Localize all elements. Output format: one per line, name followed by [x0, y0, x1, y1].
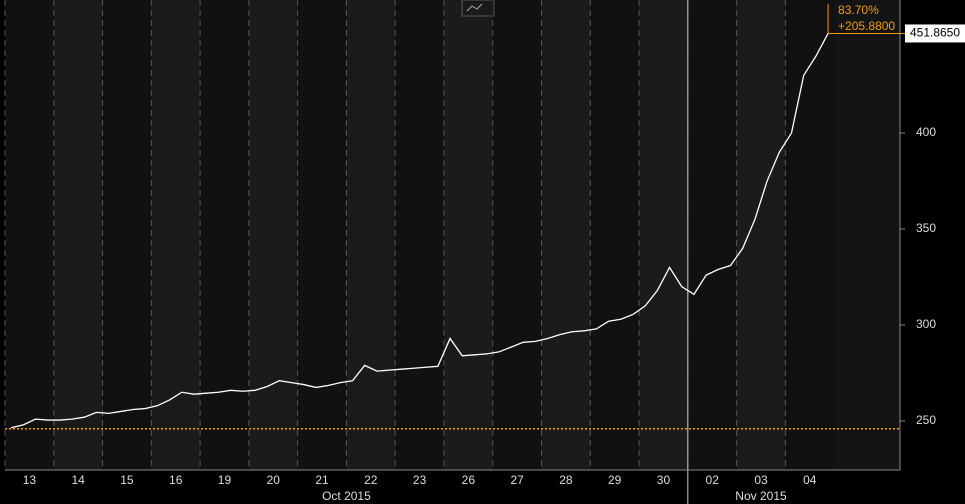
- y-tick-label: 300: [916, 317, 936, 331]
- day-band: [395, 0, 444, 470]
- y-tick-label: 250: [916, 413, 936, 427]
- day-band: [492, 0, 542, 470]
- x-tick-label: 03: [754, 473, 768, 487]
- x-tick-label: 14: [71, 473, 85, 487]
- price-line: [10, 33, 829, 429]
- day-band: [541, 0, 591, 470]
- y-tick-label: 350: [916, 221, 936, 235]
- x-tick-label: 30: [657, 473, 671, 487]
- day-band: [248, 0, 298, 470]
- x-tick-label: 20: [267, 473, 281, 487]
- day-band: [785, 0, 835, 470]
- change-annotation: 83.70%: [838, 3, 879, 17]
- chart-type-icon: [466, 3, 483, 12]
- x-tick-label: 16: [169, 473, 183, 487]
- change-annotation: +205.8800: [838, 19, 895, 33]
- day-band: [687, 0, 737, 470]
- day-band: [5, 0, 54, 470]
- x-tick-label: 21: [315, 473, 329, 487]
- x-tick-label: 27: [510, 473, 524, 487]
- x-tick-label: 23: [413, 473, 427, 487]
- day-band: [151, 0, 201, 470]
- day-band: [200, 0, 249, 470]
- x-tick-label: 04: [803, 473, 817, 487]
- last-value-box: [905, 24, 965, 43]
- month-label: Nov 2015: [735, 489, 787, 503]
- x-tick-label: 28: [559, 473, 573, 487]
- day-band: [297, 0, 347, 470]
- day-band: [736, 0, 786, 470]
- x-tick-label: 29: [608, 473, 622, 487]
- day-band: [443, 0, 493, 470]
- x-tick-label: 13: [23, 473, 37, 487]
- x-tick-label: 26: [462, 473, 476, 487]
- day-band: [639, 0, 688, 470]
- day-band: [590, 0, 640, 470]
- y-tick-label: 400: [916, 125, 936, 139]
- day-band: [102, 0, 152, 470]
- x-tick-label: 22: [364, 473, 378, 487]
- day-band: [53, 0, 103, 470]
- x-tick-label: 15: [120, 473, 134, 487]
- last-value-label: 451.8650: [910, 26, 960, 40]
- day-band: [346, 0, 396, 470]
- x-tick-label: 02: [706, 473, 720, 487]
- x-tick-label: 19: [218, 473, 232, 487]
- month-label: Oct 2015: [322, 489, 371, 503]
- plot-tail: [834, 0, 900, 470]
